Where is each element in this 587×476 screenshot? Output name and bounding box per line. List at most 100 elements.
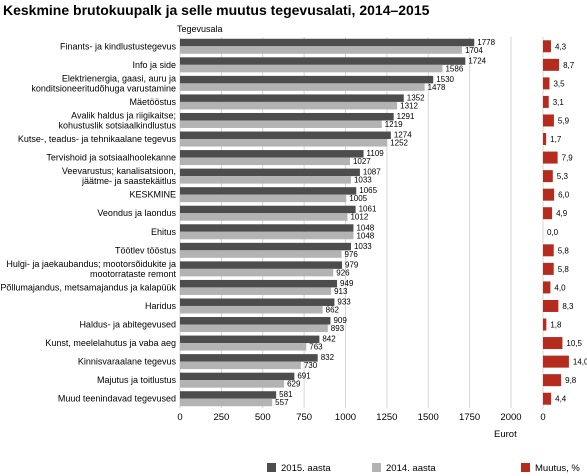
bar-change xyxy=(543,337,563,350)
value-label-2014: 557 xyxy=(275,398,289,407)
bar-2014 xyxy=(180,287,332,295)
value-label-2015: 1291 xyxy=(397,112,415,121)
bar-2014 xyxy=(180,139,388,147)
change-label: 14,0 xyxy=(573,358,587,367)
bar-change xyxy=(543,262,554,275)
bar-2015 xyxy=(180,57,466,65)
x-tick-label: 250 xyxy=(213,412,229,423)
legend: 2015. aasta 2014. aasta Muutus, % xyxy=(267,463,580,474)
value-label-2015: 581 xyxy=(279,390,293,399)
value-label-2015: 1087 xyxy=(363,168,381,177)
value-label-2014: 913 xyxy=(334,287,348,296)
value-label-2015: 1048 xyxy=(356,223,374,232)
value-label-2015: 949 xyxy=(340,279,354,288)
category-label: Avalik haldus ja riigikaitse; xyxy=(71,110,176,120)
value-label-2015: 1274 xyxy=(394,131,412,140)
value-label-2015: 1109 xyxy=(367,149,385,158)
x-axis-ticks: 0 250 500 750 1000 1250 1500 1750 2000 xyxy=(177,412,521,423)
chart-title: Keskmine brutokuupalk ja selle muutus te… xyxy=(3,2,430,18)
bar-2015 xyxy=(180,335,320,344)
x-axis-label: Eurot xyxy=(494,429,517,440)
value-label-2015: 1530 xyxy=(436,75,454,84)
change-label: 4,3 xyxy=(555,42,567,51)
value-label-2014: 629 xyxy=(287,380,301,389)
bar-2014 xyxy=(180,213,348,221)
change-label: 5,3 xyxy=(557,172,569,181)
category-label: Info ja side xyxy=(132,60,176,70)
bar-2015 xyxy=(180,168,360,177)
category-label: Haldus- ja abitegevused xyxy=(79,320,176,330)
bar-2015 xyxy=(180,75,434,84)
bar-change xyxy=(543,95,549,108)
bar-2015 xyxy=(180,205,356,214)
category-label: mootorrataste remont xyxy=(90,269,177,279)
bar-2014 xyxy=(180,157,350,166)
bar-2015 xyxy=(180,38,475,47)
bar-2014 xyxy=(180,343,307,351)
bar-2014 xyxy=(180,268,334,277)
value-label-2014: 862 xyxy=(326,305,340,314)
value-label-2015: 1065 xyxy=(359,186,377,195)
bar-2015 xyxy=(180,131,391,140)
bar-change xyxy=(543,299,559,312)
bar-change xyxy=(543,40,551,53)
change-label: 4,4 xyxy=(555,395,567,404)
bar-2014 xyxy=(180,64,443,73)
category-label: Muud teenindavad tegevused xyxy=(58,394,176,404)
bar-change xyxy=(543,318,547,331)
category-labels: Finants- ja kindlustustegevus Info ja sid… xyxy=(0,41,176,403)
category-label: Veevarustus; kanalisatsioon, xyxy=(62,166,176,176)
category-label: Kinnisvaraalane tegevus xyxy=(78,357,177,367)
bar-2014 xyxy=(180,361,301,370)
value-label-2015: 842 xyxy=(322,335,336,344)
change-label: 8,7 xyxy=(563,61,575,70)
bar-2014 xyxy=(180,231,354,240)
value-label-2014: 1048 xyxy=(356,231,374,240)
bar-2015 xyxy=(180,391,277,399)
bar-2014 xyxy=(180,176,351,184)
value-label-2015: 1352 xyxy=(407,93,425,102)
x-tick-label: 1000 xyxy=(335,412,356,423)
category-label: Haridus xyxy=(145,301,177,311)
bar-2015 xyxy=(180,298,335,306)
x-tick-label: 1750 xyxy=(459,412,480,423)
x-tick-label: 1500 xyxy=(418,412,439,423)
change-label: 1,7 xyxy=(550,135,562,144)
bar-2015 xyxy=(180,112,394,121)
category-label: Hulgi- ja jaekaubandus; mootorsõidukite … xyxy=(6,259,176,269)
bar-change xyxy=(543,133,547,146)
legend-label: 2015. aasta xyxy=(281,463,331,474)
value-label-2014: 1027 xyxy=(353,157,371,166)
change-label: 1,8 xyxy=(550,321,562,330)
category-label: KESKMINE xyxy=(129,190,176,200)
bar-2015 xyxy=(180,187,357,195)
legend-label: Muutus, % xyxy=(535,463,580,474)
category-label: Kutse-, teadus- ja tehnikaalane tegevus xyxy=(18,134,177,144)
value-label-2015: 933 xyxy=(337,297,351,306)
bar-change xyxy=(543,77,550,90)
bar-2015 xyxy=(180,242,351,251)
value-label-2014: 763 xyxy=(309,343,323,352)
x-tick-label: 2000 xyxy=(500,412,521,423)
bar-2015 xyxy=(180,94,404,102)
change-label: 7,9 xyxy=(562,154,574,163)
value-label-2014: 976 xyxy=(345,250,359,259)
value-label-2014: 893 xyxy=(331,324,345,333)
value-label-2014: 1704 xyxy=(465,46,483,55)
bar-2015 xyxy=(180,261,343,269)
change-label: 3,5 xyxy=(553,79,565,88)
value-label-2015: 1778 xyxy=(477,38,495,47)
legend-swatch xyxy=(372,463,381,472)
category-label: jäätme- ja saastekäitlus xyxy=(81,176,177,186)
value-label-2014: 1586 xyxy=(445,64,463,73)
change-label: 8,3 xyxy=(562,302,574,311)
change-label: 9,8 xyxy=(565,376,577,385)
bar-2014 xyxy=(180,305,323,314)
bar-change xyxy=(543,58,560,71)
bar-2015 xyxy=(180,354,318,362)
category-label: Kunst, meelelahutus ja vaba aeg xyxy=(45,338,176,348)
x-tick-label: 0 xyxy=(177,412,182,423)
x-tick-label: 750 xyxy=(296,412,312,423)
